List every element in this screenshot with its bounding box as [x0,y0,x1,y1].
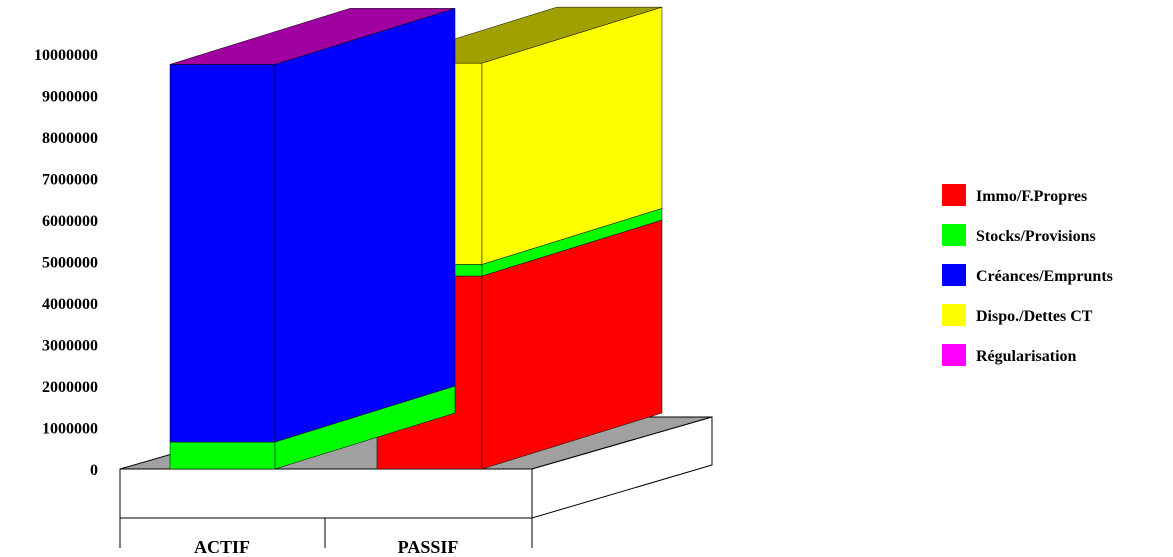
legend-swatch [942,344,966,366]
y-tick-label: 9000000 [42,89,98,106]
chart-legend: Immo/F.Propres Stocks/Provisions Créances/… [942,184,1113,366]
bar-segment-actif-3 [169,8,456,443]
y-tick-label: 8000000 [42,130,98,147]
floor-side [531,416,713,519]
y-tick-label: 1000000 [42,421,98,438]
chart-bars [169,6,663,470]
legend-swatch [942,304,966,326]
y-tick-label: 0 [90,462,98,479]
legend-swatch [942,224,966,246]
y-tick-label: 5000000 [42,255,98,272]
x-axis-categories: ACTIF PASSIF [194,537,458,557]
legend-swatch [942,264,966,286]
bar-top-face-actif [169,8,456,65]
y-tick-label: 7000000 [42,172,98,189]
bar-side-face [274,8,456,443]
legend-label: Dispo./Dettes CT [976,308,1093,325]
y-axis-ticks: 0 1000000 2000000 3000000 4000000 5000000 6000… [34,47,98,479]
y-tick-label: 3000000 [42,338,98,355]
legend-label: Régularisation [976,348,1077,365]
legend-swatch [942,184,966,206]
bar-front-face [169,64,276,443]
category-label: PASSIF [398,537,459,557]
bar-segment-actif-2 [169,385,456,470]
y-tick-label: 6000000 [42,213,98,230]
y-tick-label: 4000000 [42,296,98,313]
floor-front [119,468,533,519]
legend-label: Immo/F.Propres [976,188,1087,205]
legend-label: Créances/Emprunts [976,268,1113,285]
legend-label: Stocks/Provisions [976,228,1096,245]
y-tick-label: 10000000 [34,47,98,64]
bar-front-face [169,441,276,470]
y-tick-label: 2000000 [42,379,98,396]
category-label: ACTIF [194,537,250,557]
